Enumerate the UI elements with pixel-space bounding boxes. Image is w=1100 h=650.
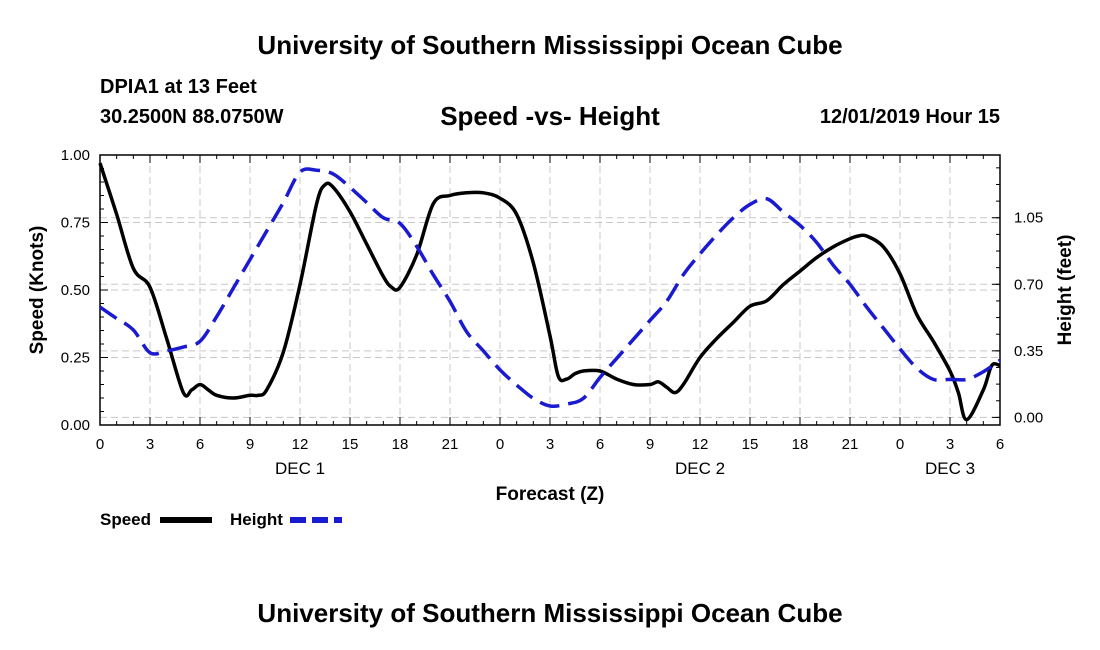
footer-title: University of Southern Mississippi Ocean… [257, 598, 843, 628]
x-tick-label: 0 [496, 436, 504, 453]
x-axis-label: Forecast (Z) [496, 484, 605, 505]
date-label: DEC 1 [275, 459, 325, 478]
x-tick-label: 6 [596, 436, 604, 453]
chart-title: University of Southern Mississippi Ocean… [257, 30, 843, 60]
x-tick-label: 3 [546, 436, 554, 453]
x-tick-label: 9 [646, 436, 654, 453]
y2-tick-label: 1.05 [1014, 210, 1043, 227]
y-tick-label: 0.25 [61, 350, 90, 367]
legend-speed-label: Speed [100, 510, 151, 529]
x-tick-label: 3 [146, 436, 154, 453]
series-line-speed [98, 162, 1001, 422]
x-tick-label: 21 [442, 436, 459, 453]
y2-tick-label: 0.35 [1014, 343, 1043, 360]
coordinates-label: 30.2500N 88.0750W [100, 106, 284, 128]
forecast-datetime: 12/01/2019 Hour 15 [819, 106, 1000, 128]
x-tick-label: 6 [996, 436, 1004, 453]
x-tick-label: 12 [292, 436, 309, 453]
x-tick-label: 9 [246, 436, 254, 453]
y-axis-label: Speed (Knots) [27, 226, 48, 355]
series-line-height [99, 167, 1001, 409]
y2-tick-label: 0.70 [1014, 276, 1043, 293]
axes-layer: 0 3 6 9 12 15 18 21 0 3 6 9 12 15 18 21 0 3 6 DEC 1 DEC 2 DEC… [61, 147, 1043, 478]
x-tick-label: 0 [896, 436, 904, 453]
series-layer [98, 162, 1001, 422]
y-tick-label: 0.50 [61, 282, 90, 299]
station-label: DPIA1 at 13 Feet [100, 76, 257, 98]
y-tick-label: 0.75 [61, 215, 90, 232]
date-label: DEC 2 [675, 459, 725, 478]
x-tick-label: 3 [946, 436, 954, 453]
x-tick-label: 12 [692, 436, 709, 453]
grid-layer [100, 155, 1000, 425]
x-tick-label: 0 [96, 436, 104, 453]
y2-axis-label: Height (feet) [1055, 235, 1076, 346]
x-tick-label: 21 [842, 436, 859, 453]
x-tick-label: 6 [196, 436, 204, 453]
x-tick-label: 15 [342, 436, 359, 453]
x-tick-label: 18 [392, 436, 409, 453]
x-tick-label: 18 [792, 436, 809, 453]
date-label: DEC 3 [925, 459, 975, 478]
y-tick-label: 0.00 [61, 417, 90, 434]
chart-subtitle: Speed -vs- Height [440, 101, 660, 131]
legend: Speed Height [100, 510, 342, 529]
legend-height-label: Height [230, 510, 283, 529]
y2-tick-label: 0.00 [1014, 409, 1043, 426]
x-tick-label: 15 [742, 436, 759, 453]
y-tick-label: 1.00 [61, 147, 90, 164]
